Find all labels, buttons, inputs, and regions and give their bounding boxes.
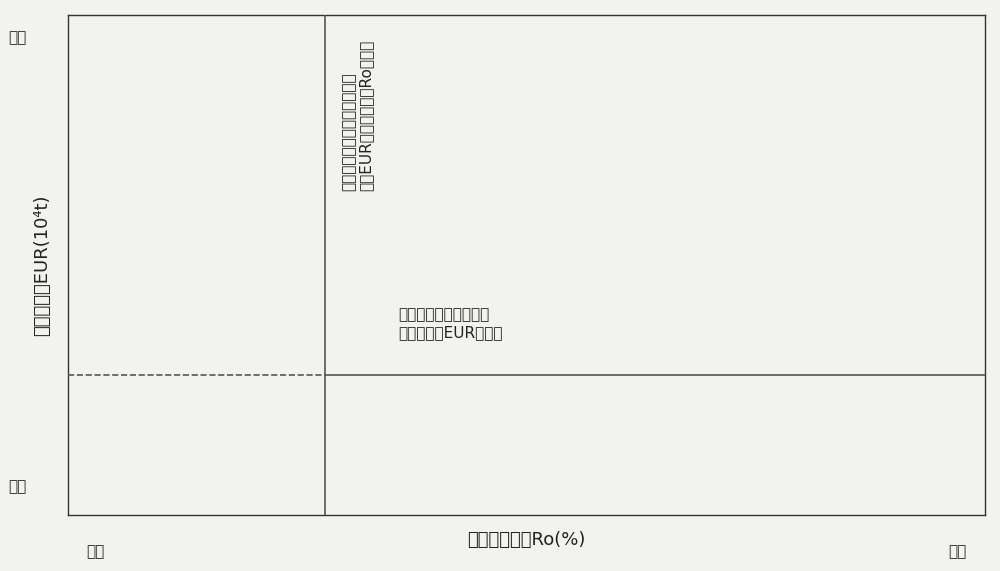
- Y-axis label: 最终采收量EUR(10⁴t): 最终采收量EUR(10⁴t): [33, 194, 51, 336]
- X-axis label: 有机质成熟度Ro(%): 有机质成熟度Ro(%): [467, 531, 586, 549]
- Text: 现有经济技术条件的商业油气
产量EUR下限值对应的Ro下限值: 现有经济技术条件的商业油气 产量EUR下限值对应的Ro下限值: [341, 40, 374, 191]
- Text: 低值: 低值: [9, 480, 27, 494]
- Text: 高值: 高值: [948, 545, 967, 560]
- Text: 现有经济技术条件的商
业油气产量EUR下限值: 现有经济技术条件的商 业油气产量EUR下限值: [398, 307, 503, 340]
- Text: 高值: 高值: [9, 30, 27, 45]
- Text: 低值: 低值: [86, 545, 105, 560]
